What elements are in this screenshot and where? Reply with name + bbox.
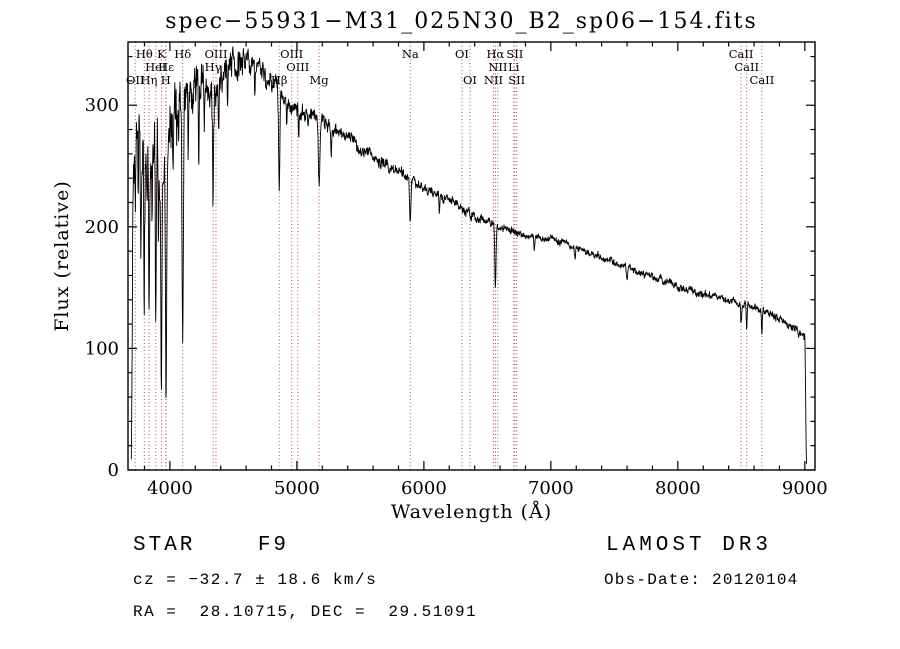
y-axis-label: Flux (relative) bbox=[51, 180, 73, 332]
spectral-line-label: Hβ bbox=[271, 73, 288, 87]
x-tick-label: 5000 bbox=[274, 478, 320, 499]
y-tick-label: 300 bbox=[85, 95, 119, 116]
spectral-line-label: OII bbox=[126, 73, 145, 87]
ra-dec-label: RA = 28.10715, DEC = 29.51091 bbox=[133, 603, 478, 621]
spectral-line-label: Hε bbox=[158, 60, 174, 74]
spectral-line-label: OI bbox=[463, 73, 477, 87]
spectral-line-label: K bbox=[157, 47, 166, 61]
spectral-line-label: CaII bbox=[729, 47, 754, 61]
obs-date-label: Obs-Date: 20120104 bbox=[604, 571, 799, 589]
spectral-line-label: OIII bbox=[286, 60, 309, 74]
y-tick-label: 200 bbox=[85, 217, 119, 238]
cz-velocity-label: cz = −32.7 ± 18.6 km/s bbox=[133, 571, 378, 589]
y-tick-label: 0 bbox=[108, 460, 119, 481]
spectral-line-label: Na bbox=[402, 47, 419, 61]
spectral-line-label: CaII bbox=[750, 73, 775, 87]
spectral-line-label: OIII bbox=[204, 47, 227, 61]
spectral-line-label: Hη bbox=[141, 73, 158, 87]
spectral-line-label: NII bbox=[484, 73, 503, 87]
spectral-line-label: CaII bbox=[734, 60, 759, 74]
spectral-line-label: SII bbox=[508, 73, 525, 87]
y-tick-label: 100 bbox=[85, 338, 119, 359]
spectral-line-label: HeI bbox=[145, 60, 166, 74]
spectral-line-label: Mg bbox=[310, 73, 330, 87]
spectrum-trace bbox=[130, 46, 808, 464]
object-class-label: STAR F9 bbox=[133, 534, 290, 557]
x-tick-label: 6000 bbox=[401, 478, 447, 499]
x-axis-label: Wavelength (Å) bbox=[390, 501, 553, 523]
spectral-line-label: Hθ bbox=[136, 47, 153, 61]
spectral-line-label: OIII bbox=[280, 47, 303, 61]
spectral-line-label: NII bbox=[488, 60, 507, 74]
plot-border bbox=[127, 41, 816, 471]
spectral-line-label: OI bbox=[455, 47, 469, 61]
x-tick-label: 8000 bbox=[655, 478, 701, 499]
survey-name-label: LAMOST DR3 bbox=[606, 534, 773, 557]
x-tick-label: 7000 bbox=[528, 478, 574, 499]
spectral-line-label: SII bbox=[506, 47, 523, 61]
spectral-line-label: Li bbox=[508, 60, 520, 74]
plot-title: spec−55931−M31_025N30_B2_sp06−154.fits bbox=[165, 9, 758, 34]
spectral-line-label: Hδ bbox=[174, 47, 191, 61]
spectral-line-label: H bbox=[161, 73, 171, 87]
x-tick-label: 9000 bbox=[782, 478, 828, 499]
x-tick-label: 4000 bbox=[147, 478, 193, 499]
spectral-line-label: Hα bbox=[487, 47, 505, 61]
spectral-line-label: Hγ bbox=[205, 60, 222, 74]
